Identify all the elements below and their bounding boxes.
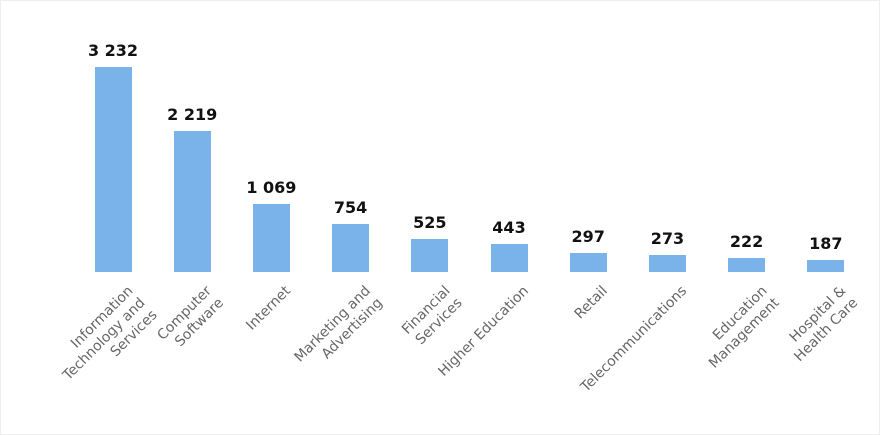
value-label: 754: [333, 198, 368, 218]
bar: [411, 238, 449, 272]
x-tick-label: Retail: [571, 283, 612, 323]
value-label: 187: [809, 234, 843, 254]
bar: [569, 253, 607, 272]
value-label: 273: [650, 228, 685, 248]
value-label: 525: [413, 212, 447, 232]
x-tick-label: Financial Services: [398, 283, 466, 349]
value-label: 3 232: [87, 41, 139, 60]
value-label: 1 069: [246, 178, 297, 198]
bar: [332, 224, 370, 272]
x-tick-label: Hospital & Health Care: [786, 283, 861, 365]
x-tick-label: Marketing and Advertising: [291, 283, 386, 366]
x-tick-label: Information Technology and Services: [60, 283, 161, 384]
x-tick-label: Internet: [243, 283, 295, 334]
bar: [490, 243, 528, 272]
x-tick-label: Education Management: [705, 283, 783, 372]
value-label: 2 219: [167, 105, 218, 125]
bar: [648, 254, 686, 272]
bar: [728, 257, 766, 272]
value-label: 297: [571, 227, 605, 247]
x-tick-label: Computer Software: [154, 283, 228, 350]
value-label: 443: [492, 217, 526, 237]
value-label: 222: [729, 231, 764, 251]
bar: [173, 131, 211, 272]
bar: [94, 67, 132, 272]
bar: [807, 260, 845, 272]
bar: [252, 204, 290, 272]
